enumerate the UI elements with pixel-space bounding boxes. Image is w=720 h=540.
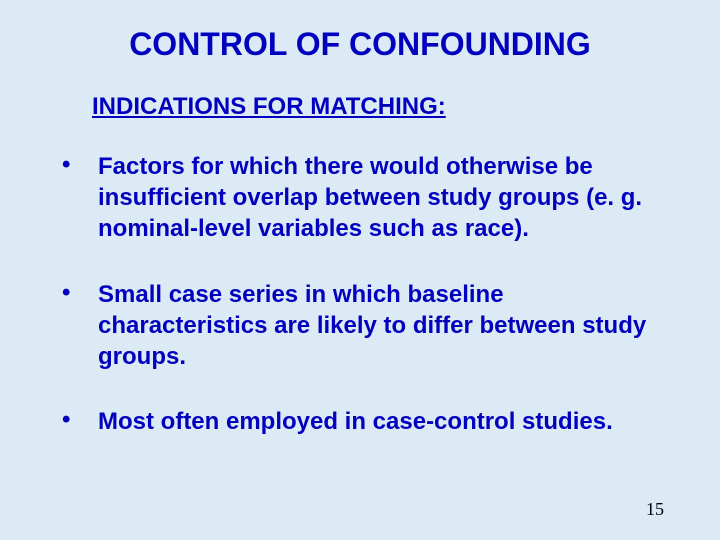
list-item: Most often employed in case-control stud… [48, 406, 672, 437]
bullet-text: Most often employed in case-control stud… [98, 408, 613, 435]
slide-subtitle: INDICATIONS FOR MATCHING: [92, 93, 672, 121]
bullet-text: Factors for which there would otherwise … [98, 153, 642, 242]
slide-title: CONTROL OF CONFOUNDING [48, 26, 672, 63]
bullet-list: Factors for which there would otherwise … [48, 151, 672, 437]
page-number: 15 [646, 499, 664, 520]
list-item: Factors for which there would otherwise … [48, 151, 672, 245]
list-item: Small case series in which baseline char… [48, 279, 672, 373]
bullet-text: Small case series in which baseline char… [98, 281, 646, 370]
